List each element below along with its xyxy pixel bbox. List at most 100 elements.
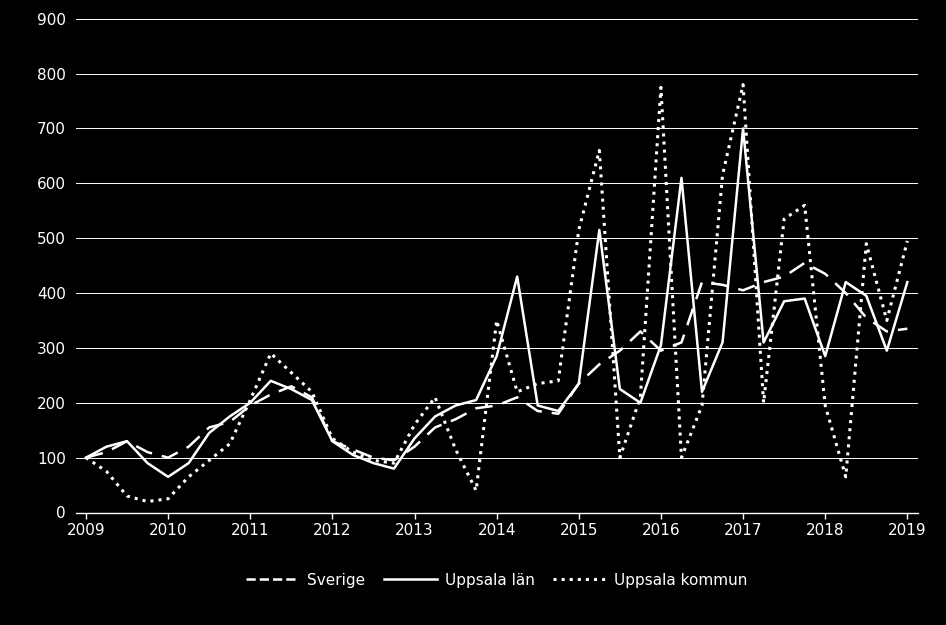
Uppsala kommun <box>758 399 769 406</box>
Uppsala kommun <box>101 468 113 475</box>
Uppsala län <box>675 174 687 182</box>
Uppsala län <box>245 399 256 406</box>
Uppsala län <box>450 402 462 409</box>
Uppsala län <box>840 278 851 286</box>
Uppsala kommun <box>840 473 851 481</box>
Uppsala län <box>388 465 399 472</box>
Sverige <box>347 446 359 453</box>
Sverige <box>552 410 564 418</box>
Uppsala kommun <box>307 388 318 396</box>
Uppsala kommun <box>326 435 338 442</box>
Uppsala län <box>552 408 564 415</box>
Sverige <box>245 402 256 409</box>
Uppsala kommun <box>512 388 523 396</box>
Sverige <box>819 270 831 278</box>
Uppsala kommun <box>491 317 502 324</box>
Uppsala kommun <box>675 454 687 461</box>
Uppsala kommun <box>656 84 667 91</box>
Uppsala kommun <box>183 473 194 481</box>
Sverige <box>470 404 482 412</box>
Sverige <box>512 394 523 401</box>
Uppsala kommun <box>696 402 708 409</box>
Line: Sverige: Sverige <box>86 263 907 461</box>
Uppsala län <box>614 385 625 393</box>
Uppsala kommun <box>409 421 420 429</box>
Uppsala kommun <box>286 369 297 376</box>
Uppsala län <box>737 125 748 132</box>
Sverige <box>183 443 194 451</box>
Uppsala län <box>635 399 646 406</box>
Sverige <box>307 394 318 401</box>
Uppsala kommun <box>614 454 625 461</box>
Uppsala län <box>717 339 728 346</box>
Uppsala kommun <box>737 81 748 88</box>
Uppsala län <box>347 451 359 459</box>
Sverige <box>121 438 132 445</box>
Sverige <box>717 281 728 289</box>
Uppsala kommun <box>224 440 236 448</box>
Sverige <box>779 273 790 281</box>
Sverige <box>675 339 687 346</box>
Uppsala kommun <box>245 396 256 404</box>
Uppsala län <box>573 380 585 388</box>
Uppsala kommun <box>881 317 892 324</box>
Uppsala län <box>470 396 482 404</box>
Uppsala kommun <box>121 492 132 500</box>
Sverige <box>737 286 748 294</box>
Sverige <box>840 289 851 297</box>
Uppsala län <box>163 473 174 481</box>
Uppsala län <box>409 435 420 442</box>
Uppsala kommun <box>799 201 811 209</box>
Uppsala kommun <box>902 238 913 245</box>
Uppsala län <box>656 341 667 349</box>
Uppsala kommun <box>450 446 462 453</box>
Uppsala län <box>532 402 543 409</box>
Uppsala kommun <box>594 147 605 154</box>
Sverige <box>142 448 153 456</box>
Uppsala län <box>819 352 831 360</box>
Uppsala kommun <box>470 487 482 494</box>
Sverige <box>286 382 297 390</box>
Sverige <box>861 314 872 321</box>
Uppsala län <box>491 352 502 360</box>
Sverige <box>409 443 420 451</box>
Sverige <box>758 278 769 286</box>
Uppsala kommun <box>635 394 646 401</box>
Sverige <box>326 438 338 445</box>
Uppsala län <box>861 292 872 299</box>
Sverige <box>696 278 708 286</box>
Sverige <box>635 328 646 335</box>
Uppsala län <box>368 459 379 467</box>
Uppsala kommun <box>265 349 276 357</box>
Sverige <box>388 457 399 464</box>
Uppsala kommun <box>717 171 728 179</box>
Uppsala kommun <box>532 380 543 388</box>
Uppsala län <box>286 385 297 393</box>
Sverige <box>902 325 913 332</box>
Sverige <box>265 391 276 398</box>
Sverige <box>368 454 379 461</box>
Sverige <box>429 424 441 431</box>
Uppsala län <box>758 339 769 346</box>
Uppsala län <box>594 226 605 234</box>
Uppsala län <box>80 454 92 461</box>
Sverige <box>80 454 92 461</box>
Uppsala län <box>183 459 194 467</box>
Uppsala län <box>265 377 276 384</box>
Uppsala län <box>121 438 132 445</box>
Sverige <box>573 380 585 388</box>
Line: Uppsala kommun: Uppsala kommun <box>86 84 907 501</box>
Legend: Sverige, Uppsala län, Uppsala kommun: Sverige, Uppsala län, Uppsala kommun <box>240 566 753 594</box>
Uppsala län <box>881 347 892 354</box>
Uppsala län <box>203 429 215 437</box>
Uppsala kommun <box>142 498 153 505</box>
Uppsala län <box>696 388 708 396</box>
Sverige <box>163 454 174 461</box>
Sverige <box>881 328 892 335</box>
Uppsala kommun <box>203 457 215 464</box>
Sverige <box>656 347 667 354</box>
Uppsala kommun <box>388 459 399 467</box>
Sverige <box>532 408 543 415</box>
Uppsala kommun <box>819 402 831 409</box>
Uppsala kommun <box>368 457 379 464</box>
